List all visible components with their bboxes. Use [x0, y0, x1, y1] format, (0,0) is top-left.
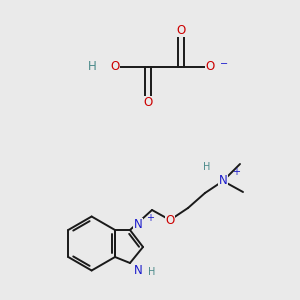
Text: O: O [176, 23, 186, 37]
Text: O: O [206, 61, 214, 74]
Text: N: N [134, 218, 142, 232]
Text: O: O [165, 214, 175, 226]
Text: O: O [143, 97, 153, 110]
Text: N: N [134, 263, 142, 277]
Text: H: H [148, 267, 156, 277]
Text: H: H [88, 61, 96, 74]
Text: −: − [220, 59, 228, 69]
Text: O: O [110, 61, 120, 74]
Text: +: + [146, 213, 154, 223]
Text: H: H [203, 162, 211, 172]
Text: N: N [219, 175, 227, 188]
Text: +: + [232, 167, 240, 177]
